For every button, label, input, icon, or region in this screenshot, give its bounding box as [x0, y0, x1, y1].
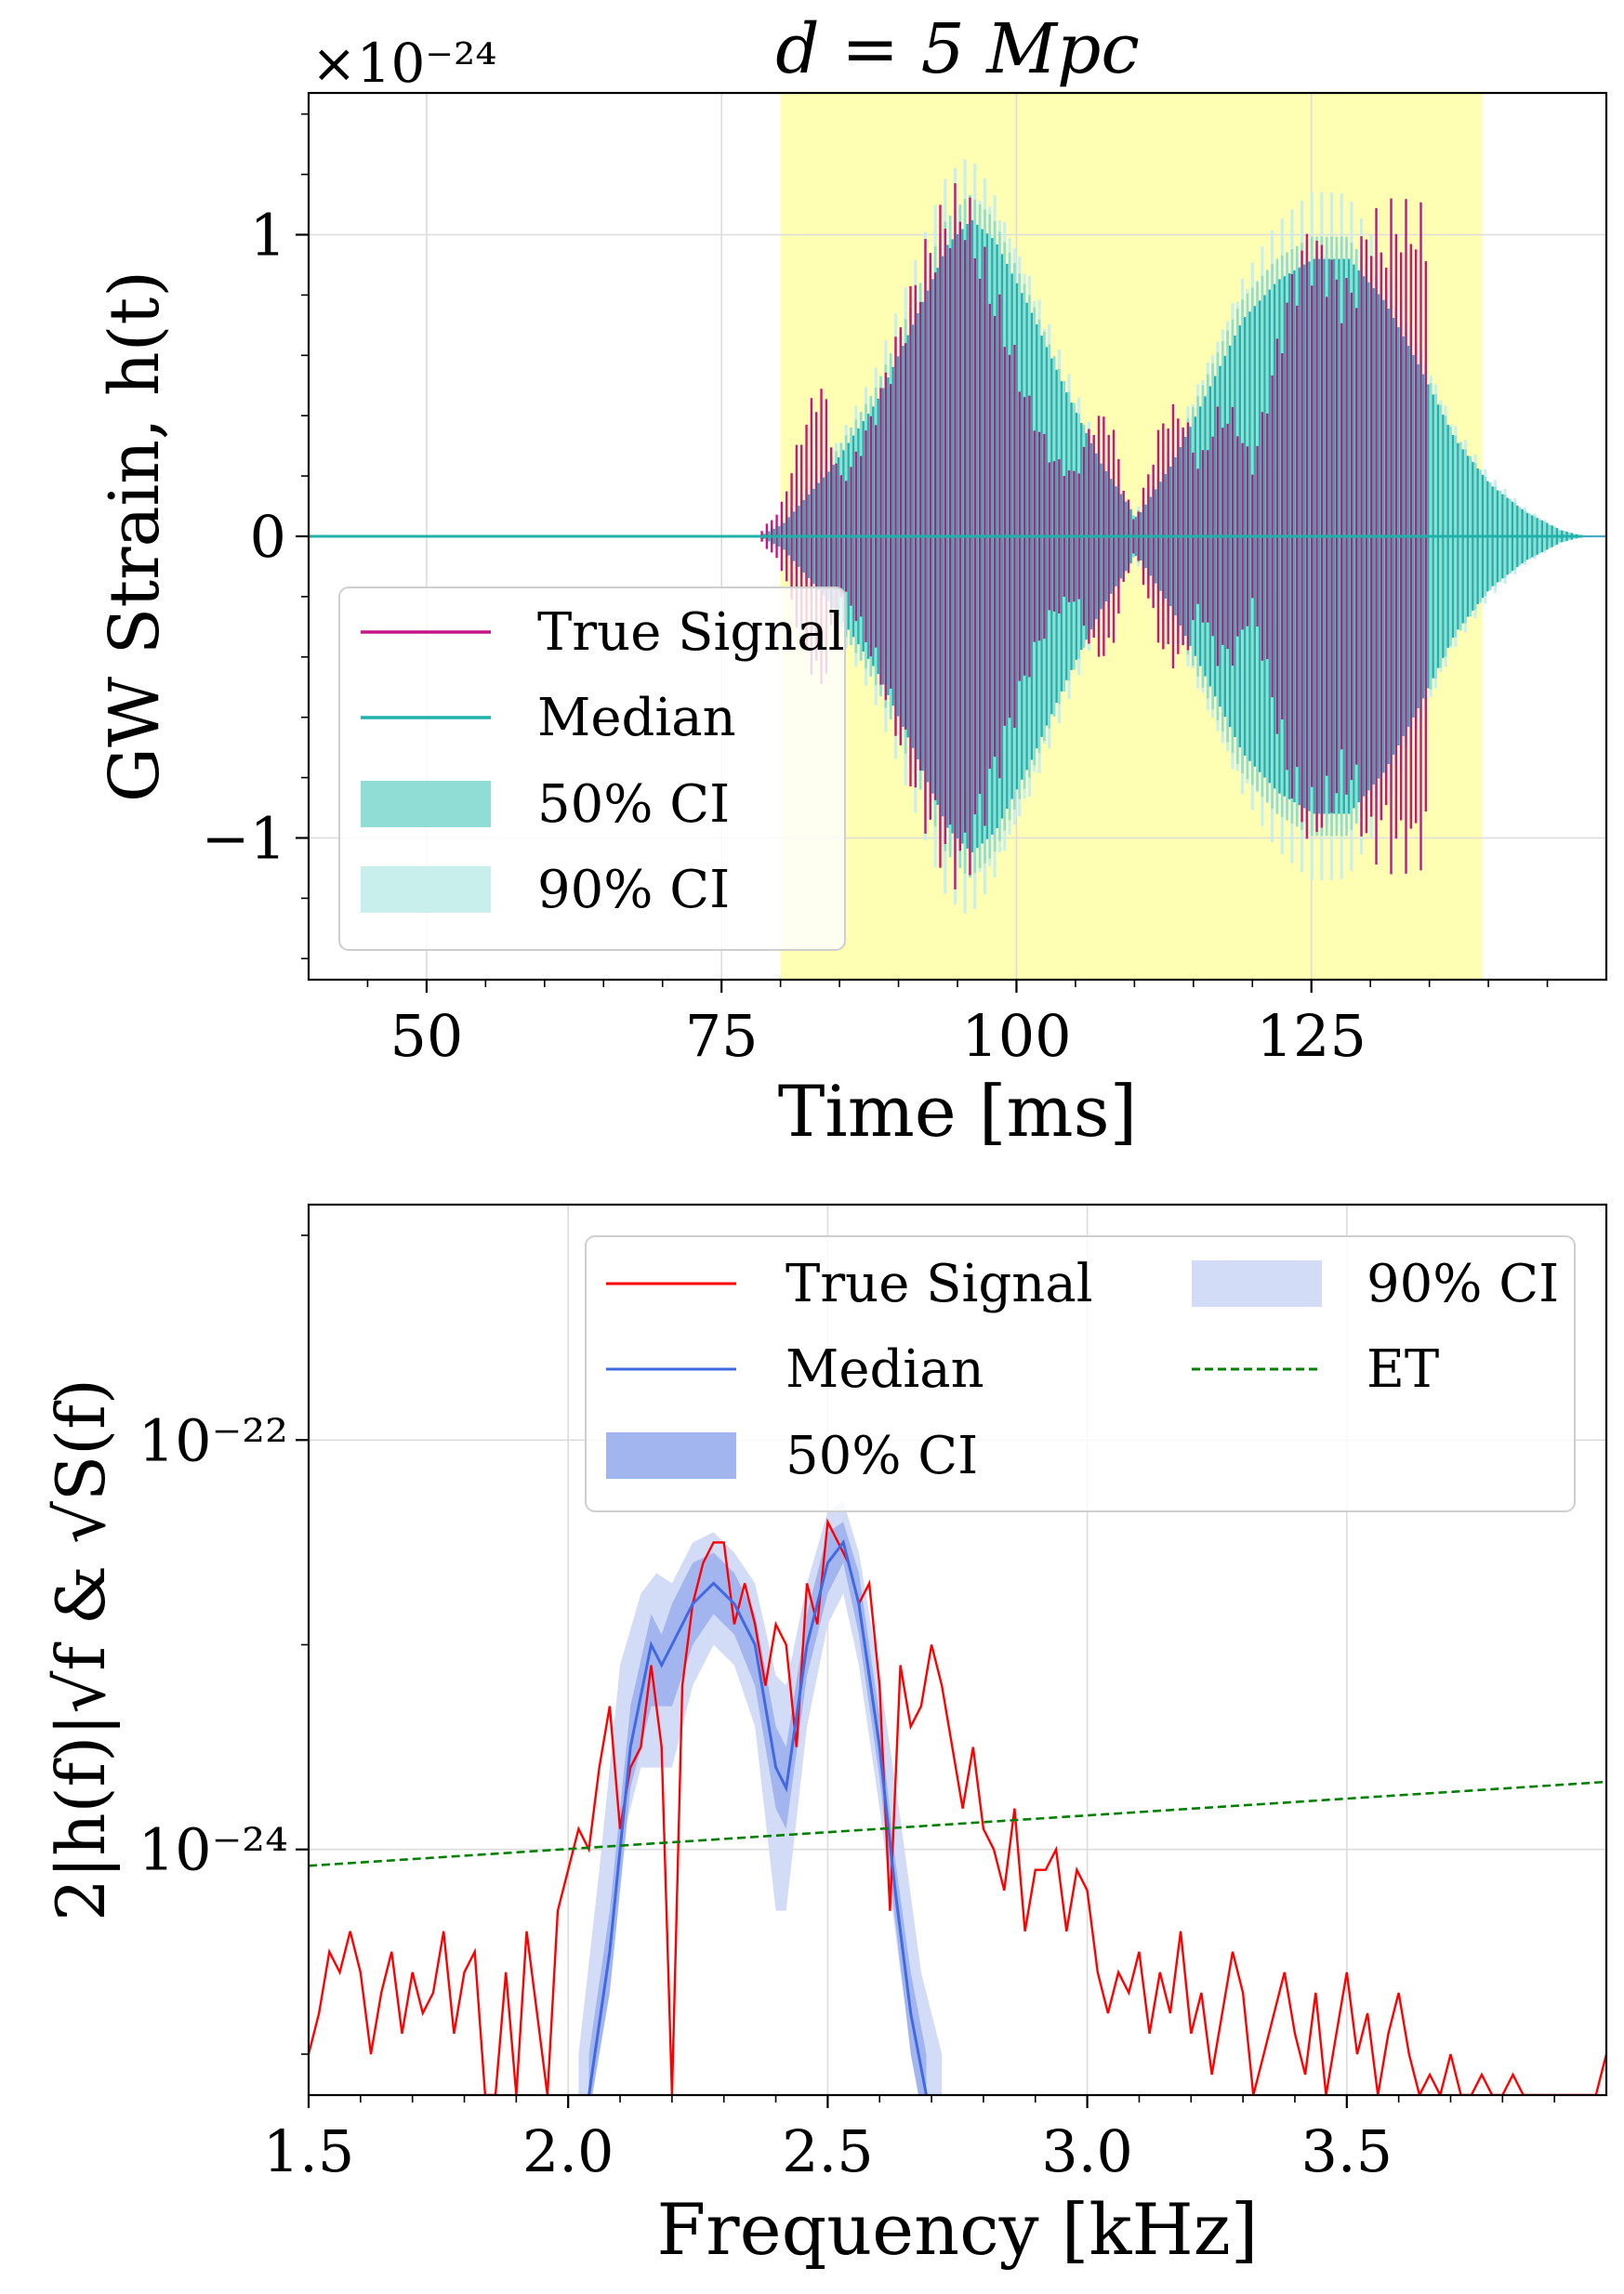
- top-x-tick-label: 125: [1257, 1002, 1367, 1070]
- top-xlabel: Time [ms]: [778, 1070, 1138, 1153]
- top-ticks: 50 75 100 125 −1 0 1: [202, 112, 1549, 1070]
- bottom-x-tick-label: 3.5: [1301, 2117, 1393, 2185]
- top-legend-frame: [338, 587, 846, 951]
- top-legend-label-true-signal: True Signal: [537, 602, 845, 663]
- top-legend-label-ci90: 90% CI: [537, 860, 730, 920]
- top-offset-text: ×10⁻²⁴: [311, 32, 497, 95]
- top-y-tick-label: 1: [250, 202, 286, 270]
- top-legend-label-ci50: 50% CI: [537, 774, 730, 835]
- bottom-legend-swatch-ci90: [1192, 1260, 1322, 1307]
- top-x-tick-label: 75: [685, 1002, 759, 1070]
- bottom-plot-frame: [307, 1203, 1608, 2097]
- top-y-tick-label: 0: [250, 503, 286, 571]
- top-legend-swatch-ci90: [361, 866, 491, 913]
- bottom-legend-label-ci50: 50% CI: [786, 1426, 978, 1486]
- top-title: d = 5 Mpc: [775, 9, 1140, 89]
- bottom-legend: True Signal Median 50% CI 90% CI ET: [585, 1235, 1576, 1512]
- bottom-ylabel: 2|h(f)|√f & √S(f): [42, 1378, 120, 1921]
- top-x-tick-label: 100: [961, 1002, 1071, 1070]
- bottom-y-tick-label: 10⁻²²: [139, 1406, 288, 1474]
- bottom-legend-label-et: ET: [1367, 1339, 1439, 1400]
- bottom-ci50-band: [588, 1522, 927, 2095]
- bottom-legend-label-true-signal: True Signal: [786, 1254, 1093, 1314]
- bottom-x-tick-label: 2.5: [782, 2117, 874, 2185]
- top-ylabel: GW Strain, h(t): [95, 270, 175, 802]
- bottom-chart: 1.5 2.0 2.5 3.0 3.5 10⁻²² 10⁻²⁴ Frequency [kHz…: [42, 1203, 1608, 2271]
- top-x-tick-label: 50: [389, 1002, 463, 1070]
- bottom-median-line: [588, 1539, 928, 2095]
- bottom-legend-frame: [585, 1235, 1576, 1512]
- bottom-x-tick-label: 3.0: [1041, 2117, 1133, 2185]
- bottom-gridlines: [308, 1205, 1606, 2095]
- top-legend-swatch-ci50: [361, 781, 491, 827]
- top-chart: 50 75 100 125 −1 0 1 d = 5 Mpc ×10⁻²⁴ Time [ms…: [95, 9, 1608, 1153]
- bottom-legend-label-median: Median: [786, 1339, 984, 1400]
- bottom-y-tick-label: 10⁻²⁴: [139, 1816, 288, 1884]
- bottom-x-tick-label: 1.5: [263, 2117, 355, 2185]
- bottom-x-tick-label: 2.0: [522, 2117, 614, 2185]
- top-median-line: [309, 219, 1606, 853]
- top-legend-label-median: Median: [537, 688, 736, 748]
- bottom-et-line: [309, 1780, 1606, 1867]
- bottom-legend-swatch-ci50: [606, 1432, 736, 1479]
- top-legend: True Signal Median 50% CI 90% CI: [338, 587, 846, 951]
- bottom-legend-label-ci90: 90% CI: [1367, 1254, 1559, 1314]
- top-y-tick-label: −1: [202, 804, 286, 872]
- bottom-ticks: 1.5 2.0 2.5 3.0 3.5 10⁻²² 10⁻²⁴: [139, 1234, 1555, 2185]
- bottom-true-signal-line: [309, 1518, 1606, 2095]
- bottom-xlabel: Frequency [kHz]: [657, 2188, 1259, 2271]
